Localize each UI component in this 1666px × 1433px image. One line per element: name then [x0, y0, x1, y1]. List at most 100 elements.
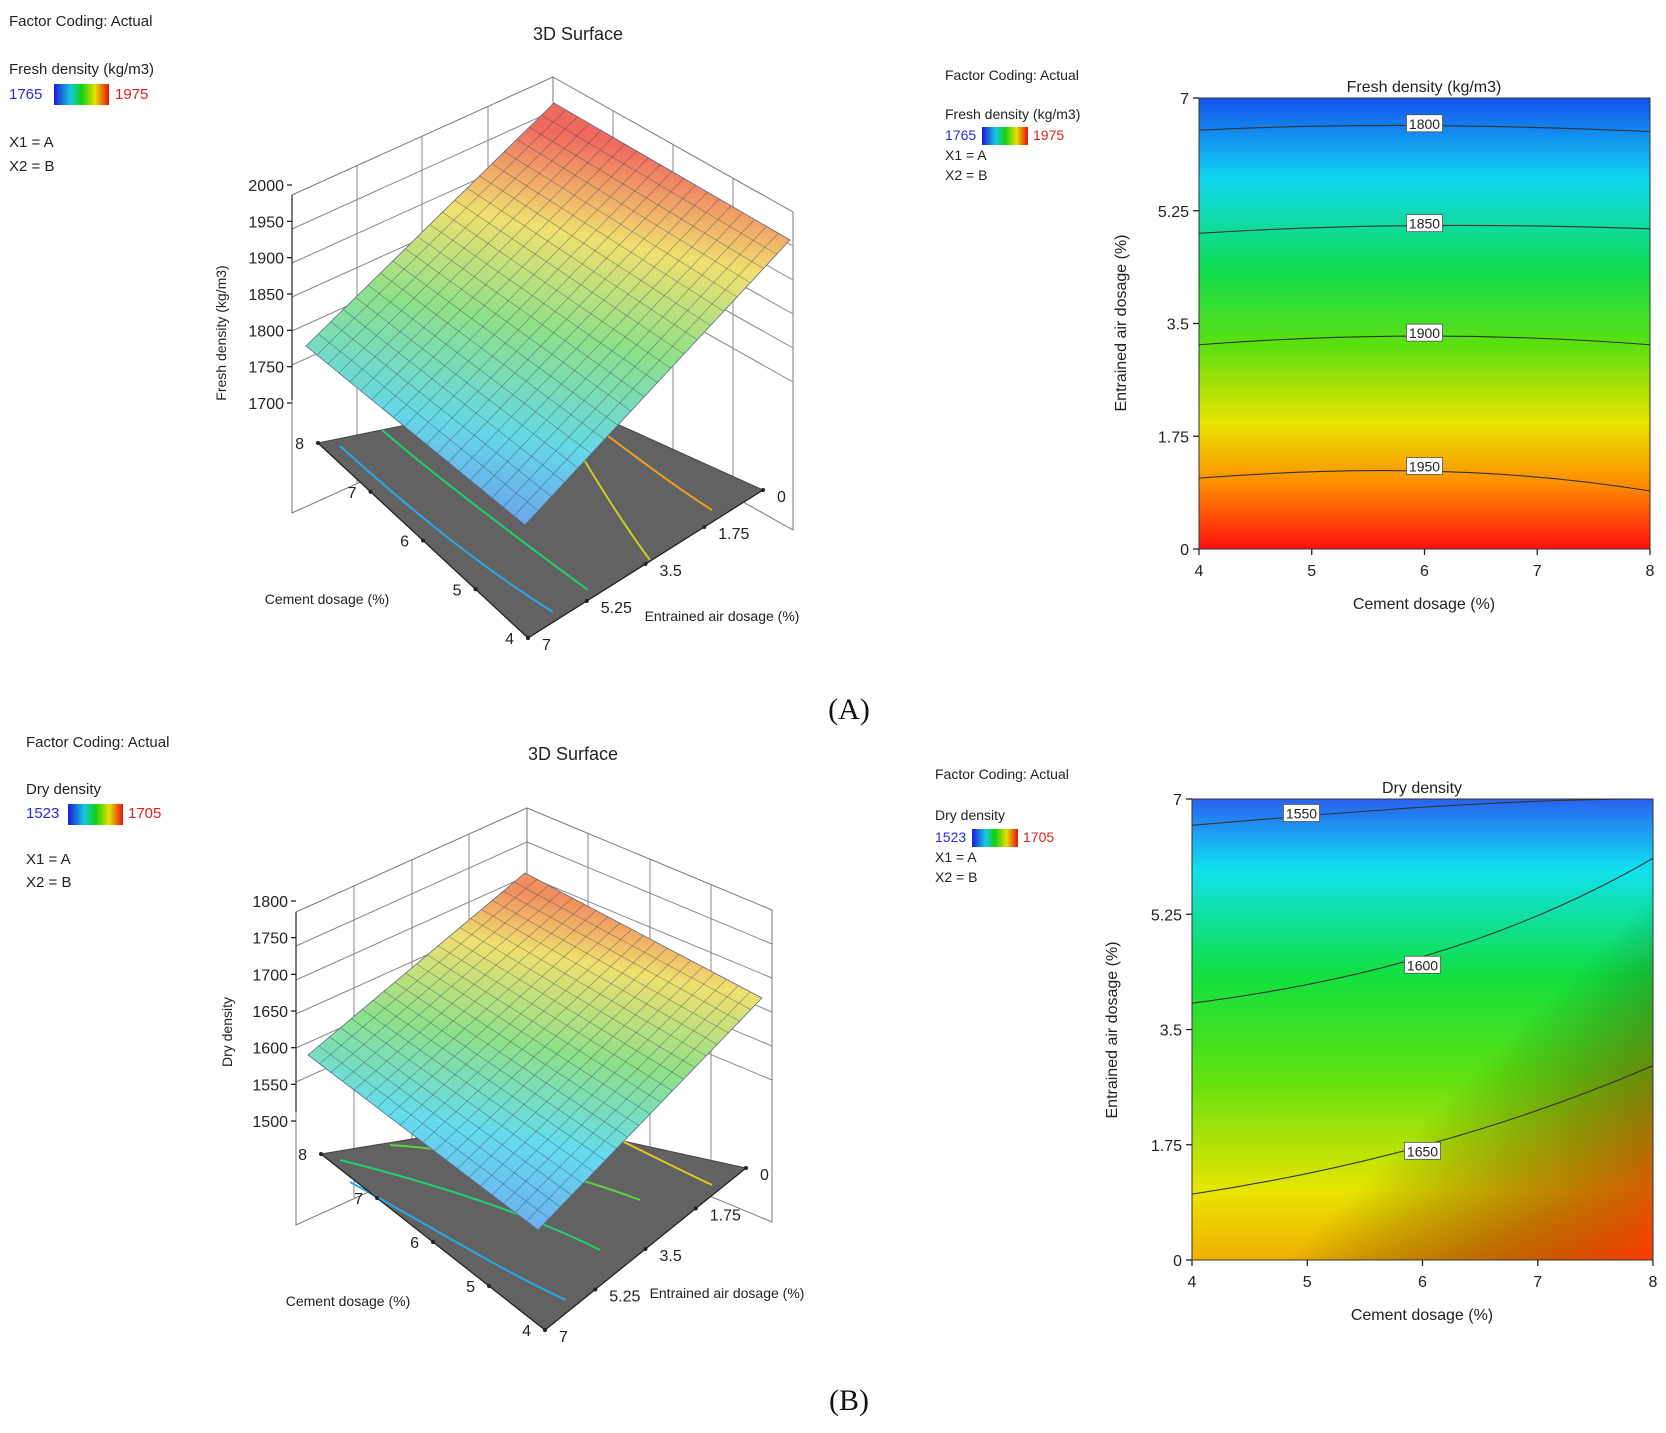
surface-mesh	[318, 878, 751, 1222]
y-axis-label: Entrained air dosage (%)	[645, 608, 800, 624]
mesh-line	[365, 903, 585, 1100]
y-tick-label: 5.25	[1151, 907, 1182, 924]
mesh-line	[411, 928, 632, 1135]
contour-lines: 1800 1850 1900 1950	[1198, 114, 1651, 492]
mesh-line	[383, 991, 617, 1150]
contour-x-axis-label: Cement dosage (%)	[1353, 596, 1495, 613]
contour-label: 1650	[1404, 1141, 1441, 1160]
mesh-line	[394, 981, 628, 1138]
mesh-line	[405, 972, 639, 1126]
surface-x2-label: X2 = B	[9, 158, 54, 175]
contour-label: 1850	[1406, 214, 1443, 233]
contour-label: 1550	[1283, 804, 1320, 822]
surface-legend-min: 1523	[26, 805, 59, 822]
contour-label-box	[1406, 214, 1443, 233]
tick-label: 5	[453, 582, 462, 599]
contour-title: Fresh density (kg/m3)	[1347, 79, 1502, 96]
mesh-line	[329, 1036, 561, 1208]
surface-factor-coding: Factor Coding: Actual	[26, 734, 169, 751]
mesh-line	[491, 163, 724, 312]
contour-x2-label: X2 = B	[935, 869, 977, 885]
contour-x-axis-label: Cement dosage (%)	[1351, 1307, 1493, 1324]
mesh-line	[480, 966, 703, 1187]
mesh-line	[438, 945, 673, 1092]
mesh-line	[513, 881, 751, 1010]
mesh-line	[526, 991, 751, 1222]
mesh-line	[445, 947, 668, 1161]
mesh-line	[319, 878, 538, 1065]
contour-x1-label: X1 = A	[935, 849, 977, 865]
z-tick-label: 1950	[248, 214, 284, 231]
contour-label-box	[1406, 323, 1443, 342]
mesh-line	[372, 1000, 606, 1161]
z-axis-ticks: 2000 1950 1900 1850 1800 1750 1700	[248, 178, 292, 413]
x-tick-label: 6	[1418, 1274, 1427, 1291]
z-tick-label: 2000	[248, 178, 284, 195]
response-surface	[305, 102, 791, 526]
mesh-line	[353, 897, 573, 1091]
surface-x1-label: X1 = A	[26, 851, 71, 868]
x-tick-label: 8	[1649, 1274, 1658, 1291]
panel-b: Factor Coding: Actual Dry density 1523 1…	[26, 734, 1658, 1417]
z-tick-label: 1750	[252, 931, 288, 948]
contour-axes: 4 5 6 7 8 0 1.75 3.5 5.25 7	[1151, 792, 1658, 1291]
contour-response-name: Dry density	[935, 807, 1005, 823]
mesh-line	[388, 916, 609, 1117]
x-tick-label: 8	[1646, 563, 1655, 580]
mesh-line	[404, 164, 661, 427]
surface-title: 3D Surface	[533, 24, 623, 44]
panel-label-b: (B)	[829, 1384, 869, 1417]
mesh-line	[427, 954, 662, 1103]
surface-response-name: Dry density	[26, 781, 102, 798]
z-axis-ticks: 1800 1750 1700 1650 1600 1550 1500	[252, 894, 296, 1131]
z-tick-label: 1600	[252, 1041, 288, 1058]
tick-label: 4	[522, 1323, 531, 1340]
mesh-line	[491, 972, 715, 1196]
mesh-line	[349, 130, 602, 383]
tick-mark	[643, 1247, 648, 1251]
surface-legend-max: 1705	[128, 805, 161, 822]
mesh-line	[480, 212, 744, 490]
surface-mesh	[316, 109, 779, 517]
tick-label: 7	[348, 485, 357, 502]
tick-label: 3.5	[660, 1248, 682, 1265]
surface-response-name: Fresh density (kg/m3)	[9, 61, 154, 78]
y-tick-label: 7	[1180, 91, 1189, 108]
mesh-line	[503, 890, 740, 1022]
tick-label: 7	[354, 1191, 363, 1208]
z-axis-label: Dry density	[219, 997, 235, 1067]
z-tick-label: 1900	[248, 251, 284, 268]
mesh-line	[342, 309, 565, 483]
mesh-line	[442, 212, 671, 369]
mesh-line	[491, 219, 755, 499]
mesh-line	[316, 109, 567, 356]
mesh-line	[330, 885, 549, 1073]
panel-label-a: (A)	[828, 693, 870, 726]
contour-label: 1950	[1406, 457, 1443, 475]
tick-label: 5.25	[609, 1289, 640, 1306]
contour-label-text: 1900	[1409, 325, 1440, 341]
y-tick-label: 0	[1180, 542, 1189, 559]
contour-chart-a: Fresh density (kg/m3) 1800 1850 1900 1950 4…	[1113, 79, 1655, 613]
surface-legend-min: 1765	[9, 86, 42, 103]
contour-response-name: Fresh density (kg/m3)	[945, 106, 1080, 122]
tick-mark	[319, 1152, 323, 1156]
mesh-line	[541, 114, 777, 255]
tick-label: 1.75	[710, 1208, 741, 1225]
mesh-line	[448, 936, 684, 1080]
tick-label: 7	[559, 1329, 568, 1346]
y-tick-label: 1.75	[1158, 429, 1189, 446]
panel-a: Factor Coding: Actual Fresh density (kg/…	[9, 13, 1655, 726]
mesh-line	[392, 260, 618, 426]
contour-legend-min: 1765	[945, 127, 976, 143]
mesh-line	[434, 941, 656, 1152]
tick-mark	[431, 1240, 435, 1244]
tick-label: 7	[542, 637, 551, 654]
mesh-line	[330, 321, 552, 497]
y-tick-label: 1.75	[1151, 1138, 1182, 1155]
contour-title: Dry density	[1382, 780, 1462, 797]
contour-label-box	[1404, 1141, 1441, 1160]
mesh-line	[454, 199, 685, 355]
z-tick-label: 1750	[248, 360, 284, 377]
mesh-line	[467, 187, 698, 341]
